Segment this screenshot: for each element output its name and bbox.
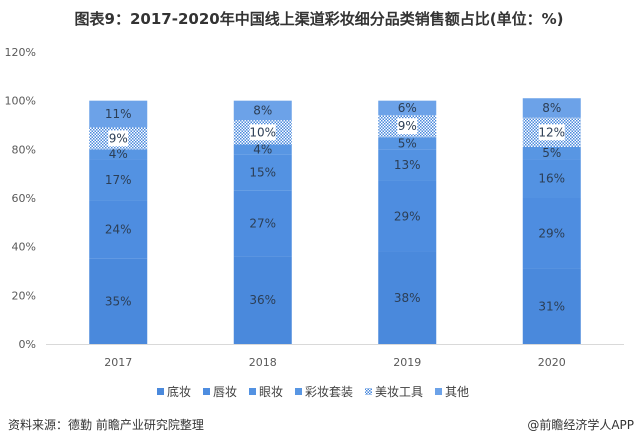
bar-segment [378, 149, 437, 181]
data-label: 24% [105, 223, 132, 237]
bar-segment [378, 100, 437, 116]
bar-segment [233, 100, 292, 121]
y-tick-label: 0% [19, 338, 36, 351]
data-label: 27% [249, 217, 276, 231]
legend-swatch [157, 388, 164, 395]
bar-segment [378, 180, 437, 252]
y-tick-label: 60% [12, 192, 36, 205]
data-label: 9% [109, 131, 128, 145]
bar-segment [378, 251, 437, 344]
legend-label: 其他 [445, 385, 469, 399]
data-label: 4% [109, 147, 128, 161]
chart-title: 图表9：2017-2020年中国线上渠道彩妆细分品类销售额占比(单位：%) [74, 10, 564, 28]
legend-swatch [249, 388, 256, 395]
bar-segment [378, 137, 437, 150]
legend-label: 彩妆套装 [305, 385, 353, 399]
bar-segment [89, 258, 148, 344]
bar-segment [522, 159, 581, 198]
legend-swatch [435, 388, 442, 395]
data-label-background [249, 124, 276, 141]
bar-segment [233, 256, 292, 344]
data-label-background [108, 130, 129, 147]
data-label: 36% [249, 293, 276, 307]
legend-label: 美妆工具 [375, 385, 423, 399]
y-tick-label: 100% [5, 95, 36, 108]
legend-swatch [295, 388, 302, 395]
y-tick-label: 40% [12, 241, 36, 254]
data-label: 38% [394, 291, 421, 305]
y-tick-label: 80% [12, 143, 36, 156]
bar-segment [233, 144, 292, 155]
data-label: 11% [105, 107, 132, 121]
bar-segment [522, 146, 581, 160]
data-label: 35% [105, 294, 132, 308]
data-label: 8% [253, 103, 272, 117]
data-label: 12% [538, 125, 565, 139]
source-note: 资料来源：德勤 前瞻产业研究院整理 [8, 418, 204, 432]
bar-segment [89, 200, 148, 259]
bar-segment [89, 159, 148, 201]
data-label: 10% [249, 125, 276, 139]
data-label-background [397, 118, 418, 135]
data-label: 5% [398, 136, 417, 150]
x-tick-label: 2017 [104, 356, 132, 369]
data-label: 9% [398, 119, 417, 133]
data-label: 8% [542, 101, 561, 115]
data-label: 29% [538, 226, 565, 240]
data-label: 6% [398, 101, 417, 115]
data-label: 16% [538, 172, 565, 186]
bar-segment [89, 100, 148, 128]
legend-swatch [365, 388, 372, 395]
data-label: 29% [394, 209, 421, 223]
data-label: 13% [394, 158, 421, 172]
bar-segment [522, 268, 581, 344]
bar-segment [522, 98, 581, 118]
data-label: 5% [542, 146, 561, 160]
bar-segment [233, 190, 292, 257]
x-tick-label: 2019 [393, 356, 421, 369]
legend-swatch [203, 388, 210, 395]
credit-note: @前瞻经济学人APP [527, 418, 634, 432]
bar-segment [522, 198, 581, 269]
data-label-background [538, 124, 565, 141]
data-label: 4% [253, 142, 272, 156]
bar-segment [89, 149, 148, 160]
legend-label: 底妆 [167, 384, 191, 399]
y-tick-label: 120% [5, 46, 36, 59]
bar-segment [233, 154, 292, 191]
x-tick-label: 2018 [249, 356, 277, 369]
data-label: 31% [538, 299, 565, 313]
data-label: 15% [249, 165, 276, 179]
data-label: 17% [105, 173, 132, 187]
legend-label: 唇妆 [213, 385, 237, 399]
legend-label: 眼妆 [259, 385, 283, 399]
x-tick-label: 2020 [538, 356, 566, 369]
y-tick-label: 20% [12, 289, 36, 302]
